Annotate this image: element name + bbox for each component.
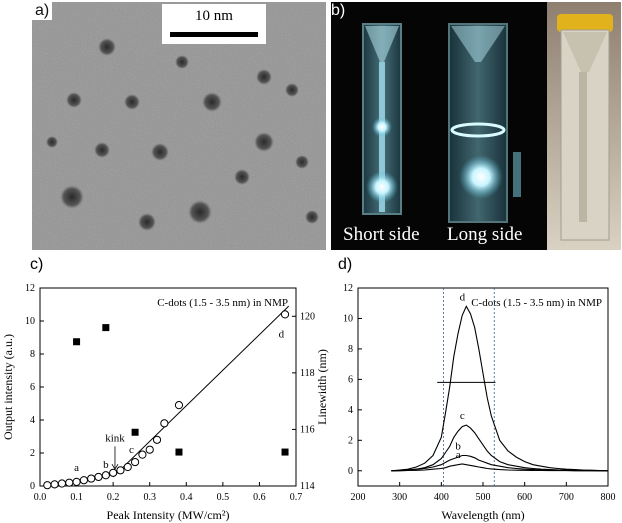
x-tick-label: 0.7 (290, 492, 303, 503)
plot-frame (39, 287, 297, 487)
data-point-circle (87, 474, 96, 483)
data-point-square (175, 448, 183, 456)
point-label-c: c (129, 444, 134, 456)
x-tick-label: 0.4 (180, 492, 193, 503)
tem-micrograph (32, 2, 326, 250)
x-axis-label: Wavelength (nm) (441, 508, 524, 522)
cuvette-photos (331, 2, 621, 250)
point-label-d: d (279, 329, 285, 341)
x-tick-label: 0.3 (143, 492, 156, 503)
data-point-circle (160, 419, 169, 428)
data-point-circle (123, 462, 132, 472)
caption-long-side: Long side (447, 224, 523, 245)
x-tick-label: 600 (517, 492, 532, 503)
spectrum-label-d: d (460, 291, 466, 303)
y-tick-label: 8 (348, 344, 353, 355)
y-tick-label: 2 (30, 448, 35, 459)
data-point-circle (116, 466, 125, 475)
x-tick-label: 0.6 (253, 492, 266, 503)
cuvette-long-side (448, 23, 521, 223)
y-tick-label: 0 (30, 481, 35, 492)
x-tick-label: 500 (476, 492, 491, 503)
cuvette-room-light-photo (547, 2, 621, 250)
y-tick-label: 2 (348, 435, 353, 446)
point-label-b: b (103, 459, 109, 471)
spectrum-label-c: c (460, 410, 465, 422)
y-tick-label: 6 (348, 374, 353, 385)
data-point-circle (65, 478, 74, 487)
scale-bar (170, 32, 258, 37)
y-tick-label: 4 (348, 405, 353, 416)
cuvette-short-side (362, 23, 402, 215)
plot-frame (357, 287, 609, 487)
data-point-square (281, 448, 289, 456)
scale-bar-box (162, 4, 266, 44)
x-tick-label: 700 (559, 492, 574, 503)
data-point-square (102, 324, 110, 332)
x-tick-label: 0.1 (70, 492, 83, 503)
kink-arrowhead (111, 463, 119, 470)
data-point-circle (101, 471, 110, 480)
spectrum-line-d (391, 305, 609, 472)
y-tick-label: 0 (348, 466, 353, 477)
x-tick-label: 300 (392, 492, 407, 503)
x-tick-label: 0.2 (107, 492, 120, 503)
panel-b-label: b) (331, 2, 346, 19)
y-tick-label: 4 (30, 415, 35, 426)
x-axis-label: Peak Intensity (MW/cm²) (107, 508, 230, 522)
chart-d-emission-spectra: 200 300 400 500 600 700 800 0 2 4 6 8 10 12 Wavelength… (343, 283, 616, 522)
y-tick-label: 10 (343, 313, 353, 324)
data-point-circle (79, 476, 88, 485)
panel-d-label: d) (338, 256, 353, 273)
data-point-circle (94, 472, 103, 482)
spectrum-label-b: b (455, 441, 461, 453)
panel-a-tem-image: 10 nm (32, 2, 326, 250)
x-tick-label: 0.5 (217, 492, 230, 503)
data-point-circle (138, 450, 147, 459)
chart-annotation: C-dots (1.5 - 3.5 nm) in NMP (157, 297, 288, 309)
chart-c-output-vs-intensity: 0.0 0.1 0.2 0.3 0.4 0.5 0.6 0.7 0 2 4 6 8 10 12 114 116 1… (1, 283, 329, 522)
nanoparticles (46, 38, 319, 231)
data-point-circle (174, 401, 184, 410)
data-point-circle (57, 479, 67, 488)
y2-tick-label: 116 (300, 424, 315, 435)
y2-tick-label: 114 (300, 481, 315, 492)
data-point-circle (72, 477, 81, 486)
kink-label: kink (105, 432, 125, 444)
point-label-a: a (74, 462, 79, 474)
fit-line (112, 305, 290, 478)
y-tick-label: 12 (343, 283, 353, 294)
y2-tick-label: 120 (300, 311, 315, 322)
y-tick-label: 10 (25, 316, 35, 327)
panel-a-label: a) (32, 2, 53, 20)
data-point-square (131, 428, 139, 436)
data-point-circle (50, 480, 59, 489)
x-tick-label: 0.0 (34, 492, 47, 503)
x-tick-label: 200 (351, 492, 366, 503)
data-point-circle (43, 481, 52, 490)
x-tick-label: 800 (601, 492, 616, 503)
spectrum-line-c (391, 424, 609, 472)
data-point-circle (280, 310, 290, 319)
y-axis-label: Output intensity (a.u.) (1, 334, 15, 440)
caption-short-side: Short side (343, 224, 420, 245)
y-tick-label: 12 (25, 283, 35, 294)
panel-c-label: c) (30, 256, 44, 273)
panel-b-photos: Short side Long side (331, 2, 621, 250)
y-tick-label: 6 (30, 382, 35, 393)
data-point-circle (152, 435, 162, 444)
y-tick-label: 8 (30, 349, 35, 360)
scale-bar-label: 10 nm (195, 8, 233, 24)
data-point-circle (130, 457, 140, 467)
data-point-circle (109, 468, 118, 477)
x-tick-label: 400 (434, 492, 449, 503)
y2-tick-label: 118 (300, 368, 315, 379)
data-point-square (73, 338, 81, 346)
data-point-circle (145, 445, 154, 454)
spectrum-label-a: a (456, 449, 461, 461)
y2-axis-label: Linewidth (nm) (315, 349, 329, 425)
chart-annotation: C-dots (1.5 - 3.5 nm) in NMP (471, 297, 602, 309)
